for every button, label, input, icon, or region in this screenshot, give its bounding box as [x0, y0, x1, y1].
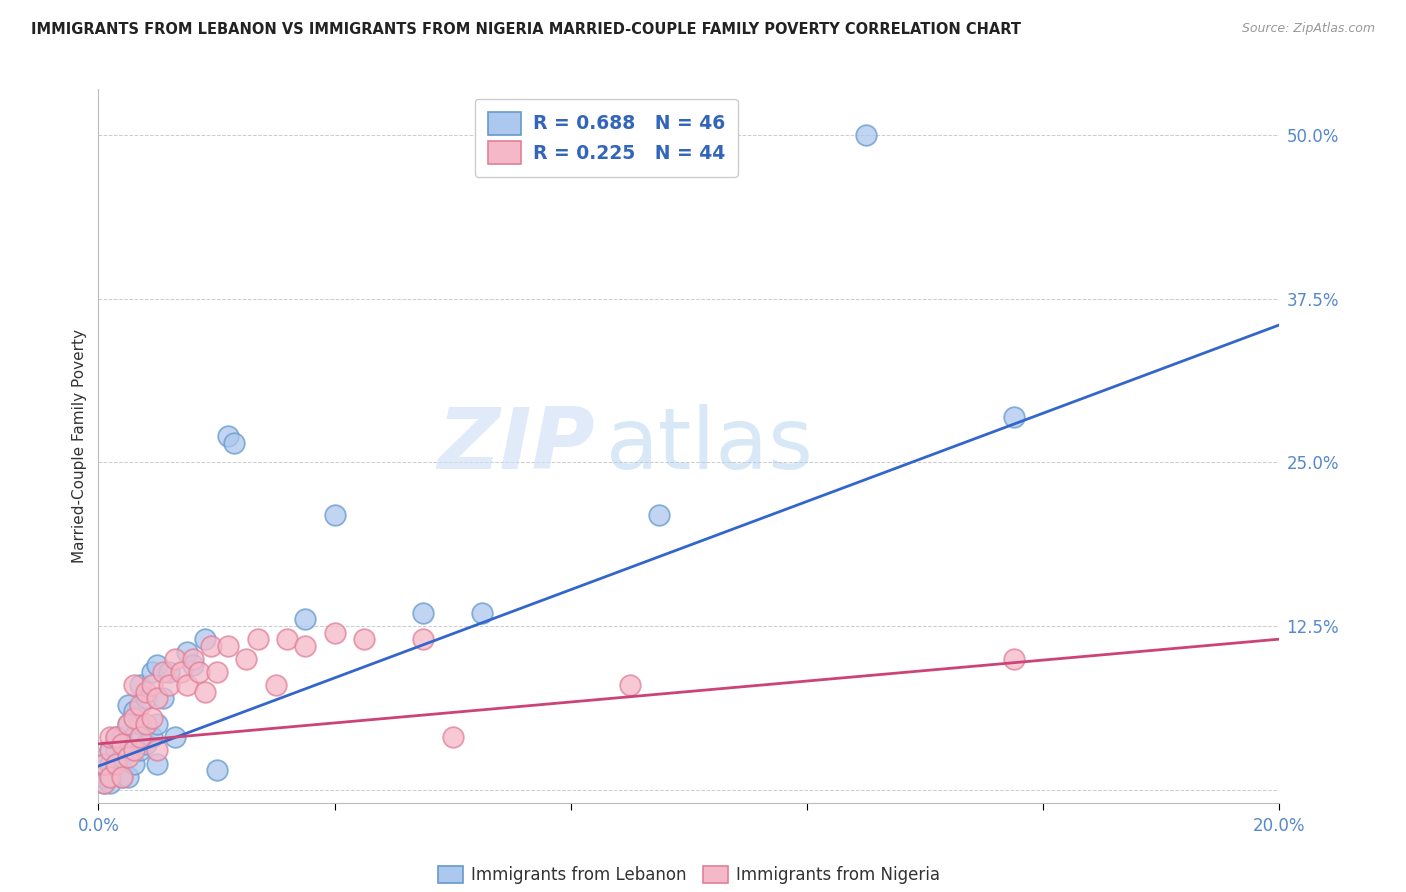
Point [141, 711, 163, 725]
Point [122, 743, 145, 757]
Point [619, 678, 641, 692]
Point [111, 750, 134, 764]
Point [235, 652, 257, 666]
Point [117, 750, 139, 764]
Point [135, 737, 157, 751]
Point [117, 770, 139, 784]
Point [224, 435, 246, 450]
Point [146, 717, 169, 731]
Point [93, 756, 115, 771]
Point [98, 743, 121, 757]
Point [1002, 652, 1025, 666]
Point [117, 717, 139, 731]
Point [117, 698, 139, 712]
Point [205, 665, 228, 679]
Point [246, 632, 269, 647]
Point [98, 776, 121, 790]
Legend: Immigrants from Lebanon, Immigrants from Nigeria: Immigrants from Lebanon, Immigrants from… [429, 857, 949, 892]
Point [146, 743, 169, 757]
Point [105, 731, 128, 745]
Point [128, 731, 150, 745]
Point [117, 717, 139, 731]
Point [135, 717, 157, 731]
Point [165, 731, 187, 745]
Point [105, 756, 128, 771]
Point [294, 639, 316, 653]
Point [648, 508, 671, 522]
Point [111, 770, 134, 784]
Point [181, 652, 204, 666]
Point [93, 756, 115, 771]
Text: Source: ZipAtlas.com: Source: ZipAtlas.com [1241, 22, 1375, 36]
Point [157, 665, 180, 679]
Point [135, 684, 157, 698]
Point [105, 743, 128, 757]
Point [98, 743, 121, 757]
Point [128, 698, 150, 712]
Point [176, 645, 198, 659]
Point [181, 658, 204, 673]
Point [105, 731, 128, 745]
Point [128, 717, 150, 731]
Point [170, 665, 193, 679]
Point [176, 678, 198, 692]
Point [122, 704, 145, 718]
Point [205, 763, 228, 777]
Point [412, 606, 434, 620]
Point [194, 632, 217, 647]
Point [146, 658, 169, 673]
Point [135, 691, 157, 706]
Point [122, 678, 145, 692]
Point [111, 731, 134, 745]
Point [323, 508, 346, 522]
Point [93, 770, 115, 784]
Point [353, 632, 375, 647]
Point [141, 731, 163, 745]
Point [117, 743, 139, 757]
Point [441, 731, 464, 745]
Point [122, 756, 145, 771]
Point [1002, 409, 1025, 424]
Point [93, 776, 115, 790]
Point [194, 684, 217, 698]
Point [157, 678, 180, 692]
Point [217, 429, 239, 443]
Point [152, 691, 174, 706]
Point [146, 691, 169, 706]
Point [128, 743, 150, 757]
Text: atlas: atlas [606, 404, 814, 488]
Text: IMMIGRANTS FROM LEBANON VS IMMIGRANTS FROM NIGERIA MARRIED-COUPLE FAMILY POVERTY: IMMIGRANTS FROM LEBANON VS IMMIGRANTS FR… [31, 22, 1021, 37]
Point [294, 612, 316, 626]
Point [264, 678, 287, 692]
Point [412, 632, 434, 647]
Point [200, 639, 222, 653]
Point [855, 128, 877, 142]
Point [187, 665, 209, 679]
Point [276, 632, 298, 647]
Point [98, 770, 121, 784]
Point [146, 756, 169, 771]
Point [141, 665, 163, 679]
Point [105, 756, 128, 771]
Point [152, 665, 174, 679]
Point [122, 711, 145, 725]
Point [323, 625, 346, 640]
Point [165, 652, 187, 666]
Point [217, 639, 239, 653]
Point [122, 731, 145, 745]
Point [98, 756, 121, 771]
Point [98, 770, 121, 784]
Text: ZIP: ZIP [437, 404, 595, 488]
Point [471, 606, 494, 620]
Point [111, 737, 134, 751]
Point [128, 678, 150, 692]
Point [93, 776, 115, 790]
Point [141, 678, 163, 692]
Y-axis label: Married-Couple Family Poverty: Married-Couple Family Poverty [72, 329, 87, 563]
Point [111, 770, 134, 784]
Point [98, 731, 121, 745]
